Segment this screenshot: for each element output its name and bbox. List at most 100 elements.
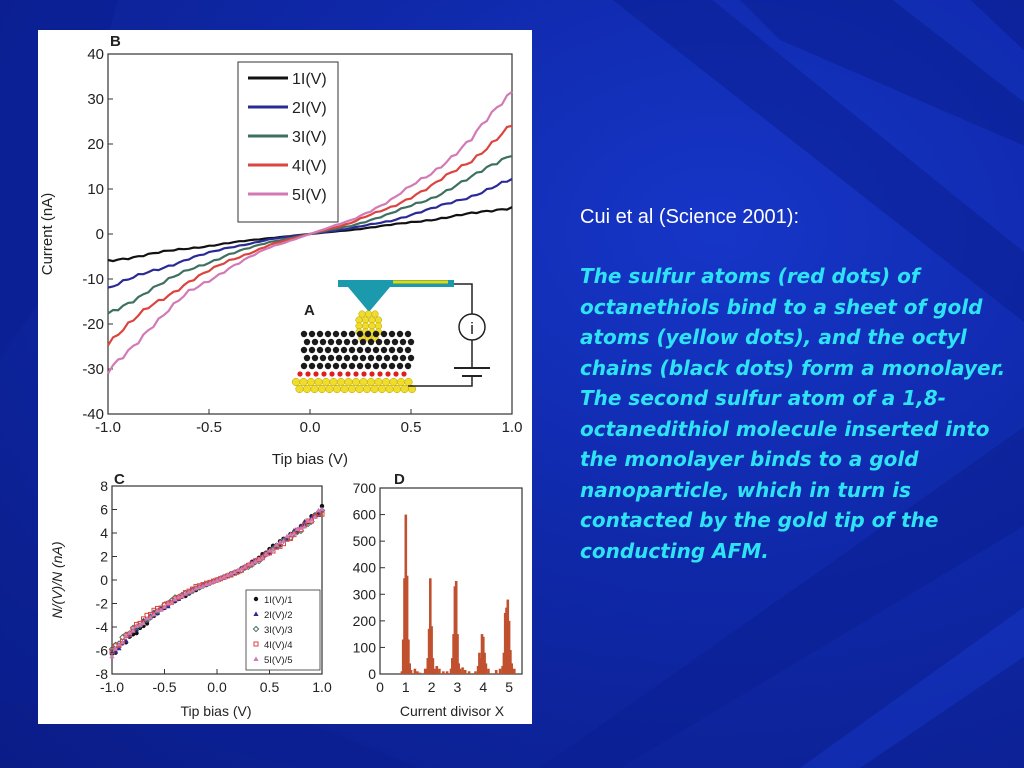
histogram-bar bbox=[445, 671, 449, 674]
inset-a-schematic: A i bbox=[291, 280, 490, 394]
data-point bbox=[109, 653, 115, 659]
data-point bbox=[189, 588, 196, 593]
c-legend-label-4: 4I(V)/4 bbox=[264, 640, 293, 651]
histogram-bar bbox=[476, 666, 480, 674]
panel-c-ytick-label: 6 bbox=[100, 502, 108, 518]
panel-b-ytick-label: -10 bbox=[82, 271, 104, 288]
data-point bbox=[207, 580, 213, 585]
data-point bbox=[273, 542, 280, 547]
histogram-bar bbox=[474, 671, 477, 674]
histogram-bar bbox=[409, 670, 413, 674]
panel-c-ytick-label: 8 bbox=[100, 478, 108, 494]
panel-c-label: C bbox=[114, 471, 125, 488]
caption: Cui et al (Science 2001): The sulfur ato… bbox=[580, 206, 1020, 566]
panel-d-xtick-label: 4 bbox=[479, 679, 487, 695]
data-point bbox=[301, 523, 308, 529]
data-point bbox=[319, 503, 325, 509]
panel-b-ytick-label: 0 bbox=[96, 226, 104, 243]
panel-d-xtick-label: 5 bbox=[505, 679, 513, 695]
histogram-bar bbox=[456, 634, 459, 674]
panel-d-ytick-label: 100 bbox=[353, 639, 377, 655]
data-point bbox=[210, 578, 217, 584]
histogram-bar bbox=[423, 668, 427, 674]
c-legend-label-3: 3I(V)/3 bbox=[264, 625, 293, 636]
data-point bbox=[280, 538, 287, 543]
panel-d-ytick-label: 0 bbox=[368, 666, 376, 682]
histogram-bar bbox=[435, 666, 439, 674]
histogram-bar bbox=[454, 581, 458, 674]
legend-marker-4 bbox=[253, 641, 259, 647]
figure-panel: B 40 30 20 10 0 -10 -20 -30 -40 -1.0 -0.5 0.0 0.5 1.… bbox=[38, 30, 532, 724]
data-point bbox=[179, 593, 185, 599]
histogram-bar bbox=[487, 668, 490, 674]
histogram-bar bbox=[498, 668, 502, 674]
data-point bbox=[284, 533, 290, 539]
data-point bbox=[266, 548, 273, 553]
histogram-bar bbox=[431, 658, 435, 674]
data-point bbox=[144, 621, 150, 626]
histogram-bar bbox=[432, 668, 436, 674]
data-point bbox=[217, 575, 224, 581]
histogram-bar bbox=[484, 663, 488, 674]
data-point bbox=[137, 622, 143, 627]
histogram-bar bbox=[442, 671, 445, 674]
data-point bbox=[221, 574, 227, 579]
panel-b-ytick-label: -40 bbox=[82, 406, 104, 423]
data-point bbox=[147, 614, 154, 620]
histogram-bar bbox=[407, 639, 410, 674]
data-point bbox=[288, 535, 293, 541]
panel-d-xtick-label: 3 bbox=[454, 679, 462, 695]
data-point bbox=[256, 556, 262, 561]
histogram-bar bbox=[510, 663, 513, 674]
data-point bbox=[238, 566, 245, 571]
data-point bbox=[161, 604, 168, 609]
histogram-bar bbox=[405, 575, 409, 674]
histogram-bar bbox=[430, 626, 433, 674]
data-point bbox=[200, 583, 206, 588]
series-line-5 bbox=[107, 90, 513, 374]
c-legend-label-1: 1I(V)/1 bbox=[264, 595, 293, 606]
legend-marker-5 bbox=[253, 656, 259, 661]
panel-d-xtick-label: 0 bbox=[376, 679, 384, 695]
histogram-bar bbox=[494, 670, 498, 674]
legend-label-5: 5I(V) bbox=[292, 187, 327, 204]
panel-d-xlabel: Current divisor X bbox=[400, 703, 505, 719]
panel-d-ytick-label: 500 bbox=[353, 533, 377, 549]
panel-c-ytick-label: -4 bbox=[96, 619, 109, 635]
panel-c-ylabel: N/(V)/N (nA) bbox=[49, 542, 65, 619]
panel-d-xtick-label: 2 bbox=[428, 679, 436, 695]
data-point bbox=[249, 561, 255, 566]
data-point bbox=[203, 581, 210, 587]
histogram-bar bbox=[463, 670, 467, 674]
histogram-bar bbox=[438, 668, 441, 674]
panel-c-ytick-label: -2 bbox=[96, 596, 109, 612]
data-point bbox=[270, 546, 276, 552]
panel-b-xtick-label: -1.0 bbox=[95, 419, 121, 436]
data-point bbox=[158, 607, 164, 612]
data-point bbox=[193, 585, 199, 591]
data-point bbox=[126, 630, 133, 635]
legend-label-2: 2I(V) bbox=[292, 100, 327, 117]
data-point bbox=[168, 599, 175, 605]
panel-c-xtick-label: 1.0 bbox=[312, 679, 332, 695]
panel-b-ytick-label: 30 bbox=[87, 91, 104, 108]
data-point bbox=[235, 567, 241, 573]
data-point bbox=[242, 564, 248, 569]
panel-d-ytick-label: 700 bbox=[353, 480, 377, 496]
data-point bbox=[231, 569, 238, 575]
panel-c: C 8 6 4 2 0 -2 -4 -6 -8 -1.0 -0.5 0.0 0.5 1.0 N/(V)/… bbox=[49, 471, 332, 719]
legend-marker-2 bbox=[253, 611, 259, 616]
data-point bbox=[172, 596, 178, 602]
data-point bbox=[263, 551, 269, 556]
data-point bbox=[112, 646, 119, 651]
data-point bbox=[305, 518, 311, 523]
legend-marker-3 bbox=[252, 625, 260, 633]
panel-d-label: D bbox=[394, 471, 405, 488]
panel-d-ytick-label: 300 bbox=[353, 586, 377, 602]
panel-c-legend bbox=[245, 589, 321, 671]
panel-d-ytick-label: 400 bbox=[353, 560, 377, 576]
panel-c-xtick-label: 0.0 bbox=[207, 679, 227, 695]
histogram-bar bbox=[501, 666, 504, 674]
panel-b: B 40 30 20 10 0 -10 -20 -30 -40 -1.0 -0.5 0.0 0.5 1.… bbox=[39, 33, 522, 468]
histogram-bar bbox=[458, 668, 462, 674]
